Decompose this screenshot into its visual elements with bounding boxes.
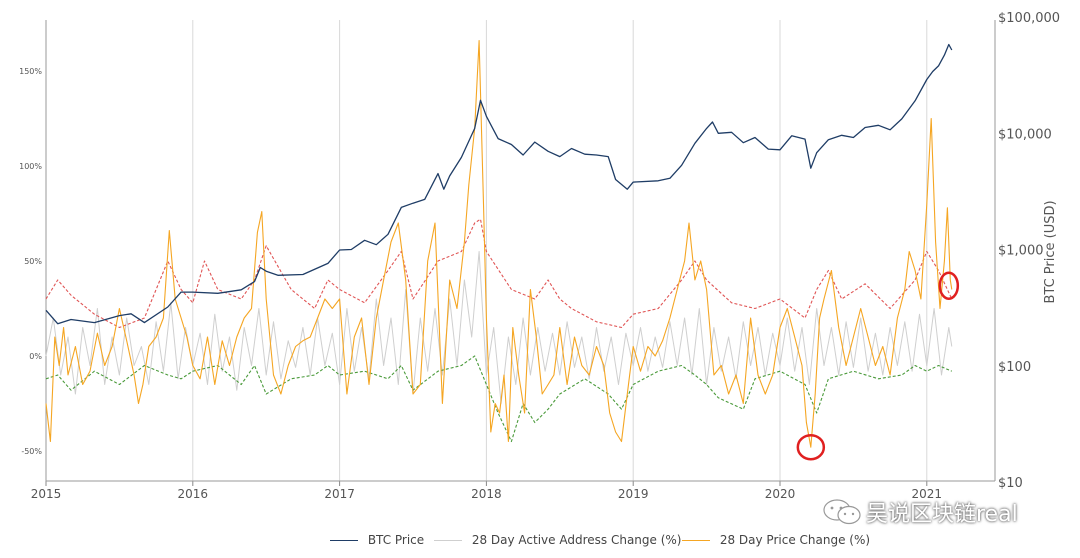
legend-swatch — [682, 540, 710, 541]
y-right-tick-label: $10 — [998, 476, 1023, 491]
legend-item-price-change[interactable]: 28 Day Price Change (%) — [682, 533, 870, 547]
watermark-text: 吴说区块链real — [866, 502, 1018, 527]
legend-swatch — [330, 540, 358, 541]
y-right-tick-label: $10,000 — [998, 127, 1052, 142]
y-right-axis-title: BTC Price (USD) — [1043, 200, 1058, 303]
x-tick-label: 2020 — [765, 487, 796, 501]
legend-item-active-address[interactable]: 28 Day Active Address Change (%) — [434, 533, 681, 547]
x-tick-label: 2017 — [324, 487, 355, 501]
tick-labels: 2015 2016 2017 2018 2019 2020 2021 150% 100% 50% 0… — [19, 11, 1060, 501]
x-tick-label: 2021 — [912, 487, 943, 501]
x-tick-label: 2015 — [31, 487, 62, 501]
legend-label: 28 Day Active Address Change (%) — [471, 533, 682, 547]
x-tick-label: 2019 — [618, 487, 649, 501]
y-left-tick-label: 150% — [19, 67, 42, 76]
legend-label: BTC Price — [367, 533, 425, 547]
watermark: 吴说区块链real — [822, 496, 1062, 528]
y-left-tick-label: 0% — [29, 352, 42, 361]
legend-item-btc-price[interactable]: BTC Price — [330, 533, 424, 547]
axes — [45, 20, 996, 486]
series-line-lower-band — [45, 355, 953, 443]
annotation-circle — [796, 433, 826, 461]
series-layer — [45, 40, 953, 448]
series-line-price-change — [45, 40, 953, 448]
y-right-tick-label: $100,000 — [998, 11, 1060, 26]
x-tick-label: 2018 — [471, 487, 502, 501]
annotations — [796, 271, 960, 461]
y-right-tick-label: $1,000 — [998, 244, 1044, 259]
annotation-circle — [938, 271, 960, 300]
legend-swatch — [434, 540, 462, 541]
y-right-tick-label: $100 — [998, 360, 1031, 375]
series-line-upper-band — [45, 218, 953, 329]
y-left-tick-label: 50% — [24, 257, 42, 266]
legend: BTC Price 28 Day Active Address Change (… — [330, 533, 930, 553]
x-tick-label: 2016 — [178, 487, 209, 501]
series-line-btc-price — [45, 43, 953, 325]
y-left-tick-label: 100% — [19, 162, 42, 171]
wechat-icon — [823, 499, 861, 525]
y-left-tick-label: -50% — [21, 447, 42, 456]
legend-label: 28 Day Price Change (%) — [719, 533, 871, 547]
